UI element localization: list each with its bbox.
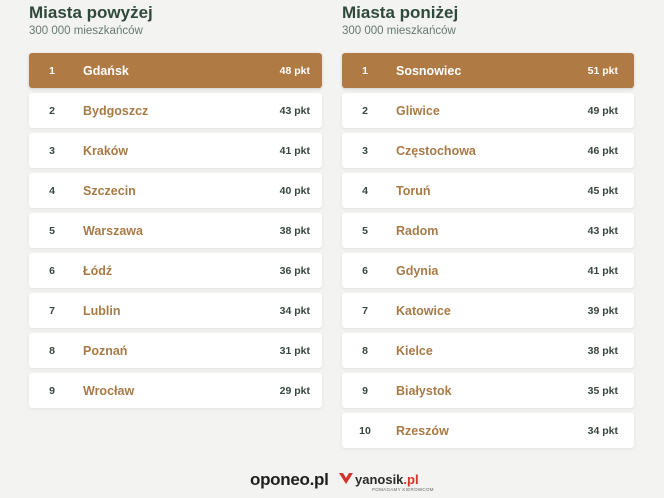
ranking-row: 6 Łódź 36 pkt (29, 253, 322, 288)
ranking-row: 7 Lublin 34 pkt (29, 293, 322, 328)
city-score: 36 pkt (279, 264, 310, 277)
ranking-position: 4 (362, 184, 368, 197)
city-name: Częstochowa (396, 143, 476, 158)
ranking-position: 9 (49, 384, 55, 397)
ranking-row: 4 Toruń 45 pkt (342, 173, 634, 208)
city-score: 34 pkt (587, 424, 618, 437)
city-score: 43 pkt (587, 224, 618, 237)
yanosik-tagline: POMAGAMY KIEROWCOM (372, 487, 434, 492)
city-name: Białystok (396, 383, 452, 398)
ranking-position: 3 (49, 144, 55, 157)
city-score: 41 pkt (587, 264, 618, 277)
ranking-position: 4 (49, 184, 55, 197)
ranking-position: 7 (49, 304, 55, 317)
city-name: Łódź (83, 263, 113, 278)
ranking-row: 10 Rzeszów 34 pkt (342, 413, 634, 448)
ranking-position: 6 (362, 264, 368, 277)
left-column-subtitle: 300 000 mieszkańców (29, 25, 143, 37)
yanosik-mark-icon (339, 473, 353, 484)
ranking-position: 9 (362, 384, 368, 397)
ranking-row: 2 Gliwice 49 pkt (342, 93, 634, 128)
city-score: 48 pkt (279, 64, 310, 77)
city-score: 38 pkt (587, 344, 618, 357)
ranking-position: 8 (362, 344, 368, 357)
city-name: Gdańsk (83, 63, 129, 78)
footer: oponeo.pl yanosik.pl POMAGAMY KIEROWCOM (0, 470, 664, 494)
city-score: 35 pkt (587, 384, 618, 397)
city-score: 45 pkt (587, 184, 618, 197)
ranking-row: 6 Gdynia 41 pkt (342, 253, 634, 288)
city-name: Warszawa (83, 223, 143, 238)
city-name: Kraków (83, 143, 129, 158)
yanosik-wordmark-main: yanosik (355, 472, 404, 487)
city-score: 29 pkt (279, 384, 310, 397)
ranking-position: 2 (49, 104, 55, 117)
city-name: Rzeszów (396, 423, 449, 438)
city-name: Szczecin (83, 183, 136, 198)
ranking-position: 5 (49, 224, 55, 237)
ranking-position: 6 (49, 264, 55, 277)
right-ranking-list: 1 Sosnowiec 51 pkt 2 Gliwice 49 pkt 3 Częstocho… (342, 53, 634, 453)
ranking-row: 2 Bydgoszcz 43 pkt (29, 93, 322, 128)
city-name: Sosnowiec (396, 63, 462, 78)
city-name: Katowice (396, 303, 451, 318)
ranking-row: 5 Radom 43 pkt (342, 213, 634, 248)
city-name: Gliwice (396, 103, 440, 118)
city-name: Kielce (396, 343, 433, 358)
yanosik-wordmark: yanosik.pl (355, 472, 419, 487)
city-score: 39 pkt (587, 304, 618, 317)
city-score: 40 pkt (279, 184, 310, 197)
ranking-position: 1 (49, 64, 55, 77)
left-ranking-list: 1 Gdańsk 48 pkt 2 Bydgoszcz 43 pkt 3 Kraków 41 p… (29, 53, 322, 413)
left-column: Miasta powyżej 300 000 mieszkańców 1 Gdań… (29, 0, 322, 408)
city-score: 41 pkt (279, 144, 310, 157)
city-name: Radom (396, 223, 439, 238)
city-name: Bydgoszcz (83, 103, 149, 118)
city-score: 31 pkt (279, 344, 310, 357)
yanosik-wordmark-suffix: .pl (403, 472, 419, 487)
city-score: 38 pkt (279, 224, 310, 237)
city-score: 46 pkt (587, 144, 618, 157)
city-score: 51 pkt (587, 64, 618, 77)
ranking-row: 3 Częstochowa 46 pkt (342, 133, 634, 168)
city-name: Poznań (83, 343, 128, 358)
ranking-position: 3 (362, 144, 368, 157)
ranking-row: 9 Wrocław 29 pkt (29, 373, 322, 408)
ranking-row: 4 Szczecin 40 pkt (29, 173, 322, 208)
city-score: 43 pkt (279, 104, 310, 117)
ranking-position: 1 (362, 64, 368, 77)
ranking-position: 2 (362, 104, 368, 117)
city-name: Wrocław (83, 383, 135, 398)
ranking-row: 8 Poznań 31 pkt (29, 333, 322, 368)
ranking-position: 10 (359, 424, 371, 437)
ranking-row: 1 Gdańsk 48 pkt (29, 53, 322, 88)
ranking-row: 8 Kielce 38 pkt (342, 333, 634, 368)
ranking-row: 1 Sosnowiec 51 pkt (342, 53, 634, 88)
ranking-position: 5 (362, 224, 368, 237)
right-column-title: Miasta poniżej (342, 3, 459, 22)
city-score: 49 pkt (587, 104, 618, 117)
oponeo-logo: oponeo.pl (250, 470, 329, 489)
ranking-row: 7 Katowice 39 pkt (342, 293, 634, 328)
ranking-position: 7 (362, 304, 368, 317)
ranking-row: 5 Warszawa 38 pkt (29, 213, 322, 248)
city-name: Gdynia (396, 263, 439, 278)
left-column-title: Miasta powyżej (29, 3, 153, 22)
city-name: Lublin (83, 303, 121, 318)
ranking-row: 3 Kraków 41 pkt (29, 133, 322, 168)
ranking-position: 8 (49, 344, 55, 357)
ranking-row: 9 Białystok 35 pkt (342, 373, 634, 408)
right-column: Miasta poniżej 300 000 mieszkańców 1 Sosn… (342, 0, 634, 448)
city-name: Toruń (396, 183, 431, 198)
right-column-subtitle: 300 000 mieszkańców (342, 25, 456, 37)
city-score: 34 pkt (279, 304, 310, 317)
